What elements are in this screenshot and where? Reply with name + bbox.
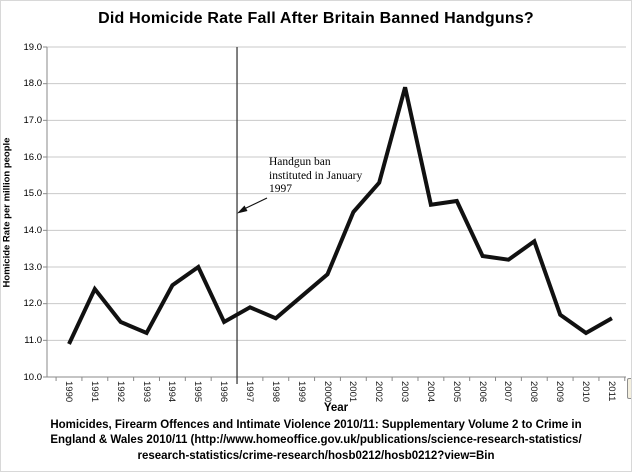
x-tick-label: 2003 — [399, 381, 411, 403]
y-tick-label: 16.0 — [23, 151, 43, 163]
y-tick-label: 19.0 — [23, 41, 43, 53]
x-tick-label: 1990 — [63, 381, 74, 403]
x-tick-label: 1998 — [269, 381, 281, 403]
x-tick-label: 1993 — [140, 381, 152, 403]
x-tick-label: 2007 — [502, 381, 514, 403]
x-tick-label: 1996 — [218, 381, 230, 403]
source-citation: Homicides, Firearm Offences and Intimate… — [1, 418, 631, 464]
y-tick-label: 12.0 — [23, 298, 43, 310]
x-tick-label: 1992 — [114, 381, 126, 403]
x-tick-label: 2009 — [554, 381, 566, 403]
x-tick-label: 1999 — [295, 381, 307, 403]
x-tick-label: 2005 — [450, 381, 462, 403]
x-tick-label: 2004 — [424, 381, 436, 403]
ban-annotation-line2: instituted in January — [269, 169, 363, 182]
x-axis-title: Year — [323, 402, 349, 414]
y-axis-title: Homicide Rate per million people — [1, 137, 13, 288]
x-tick-label: 2011 — [605, 381, 617, 402]
y-tick-label: 10.0 — [23, 371, 43, 383]
x-tick-label: 2008 — [528, 381, 540, 403]
x-tick-label: 2006 — [476, 381, 488, 403]
y-tick-label: 18.0 — [23, 78, 43, 90]
x-tick-label: 2002 — [373, 381, 385, 403]
y-tick-label: 11.0 — [24, 334, 42, 346]
clipped-ui-element[interactable] — [627, 378, 631, 399]
annotation-arrowhead-icon — [237, 205, 248, 214]
ban-annotation-line1: Handgun ban — [269, 156, 331, 168]
x-tick-label: 2000 — [321, 381, 333, 403]
y-tick-label: 13.0 — [23, 261, 43, 273]
source-citation-line3: research-statistics/crime-research/hosb0… — [137, 449, 495, 462]
y-tick-label: 15.0 — [23, 188, 43, 200]
ban-annotation: Handgun ban instituted in January 1997 — [269, 156, 399, 197]
ban-annotation-line3: 1997 — [269, 183, 292, 195]
source-citation-line2: England & Wales 2010/11 (http://www.home… — [50, 434, 582, 447]
y-tick-label: 17.0 — [23, 114, 43, 126]
homicide-rate-series — [67, 86, 613, 345]
x-tick-label: 1997 — [243, 381, 255, 403]
chart-title: Did Homicide Rate Fall After Britain Ban… — [98, 10, 534, 27]
x-tick-label: 1995 — [192, 381, 204, 403]
x-tick-label: 1994 — [166, 381, 178, 403]
x-tick-label: 2001 — [347, 381, 359, 403]
annotation-arrow-shaft — [242, 197, 268, 211]
y-tick-label: 14.0 — [23, 224, 43, 236]
x-tick-label: 1991 — [88, 381, 100, 403]
source-citation-line1: Homicides, Firearm Offences and Intimate… — [50, 419, 582, 431]
x-tick-label: 2010 — [580, 381, 591, 403]
